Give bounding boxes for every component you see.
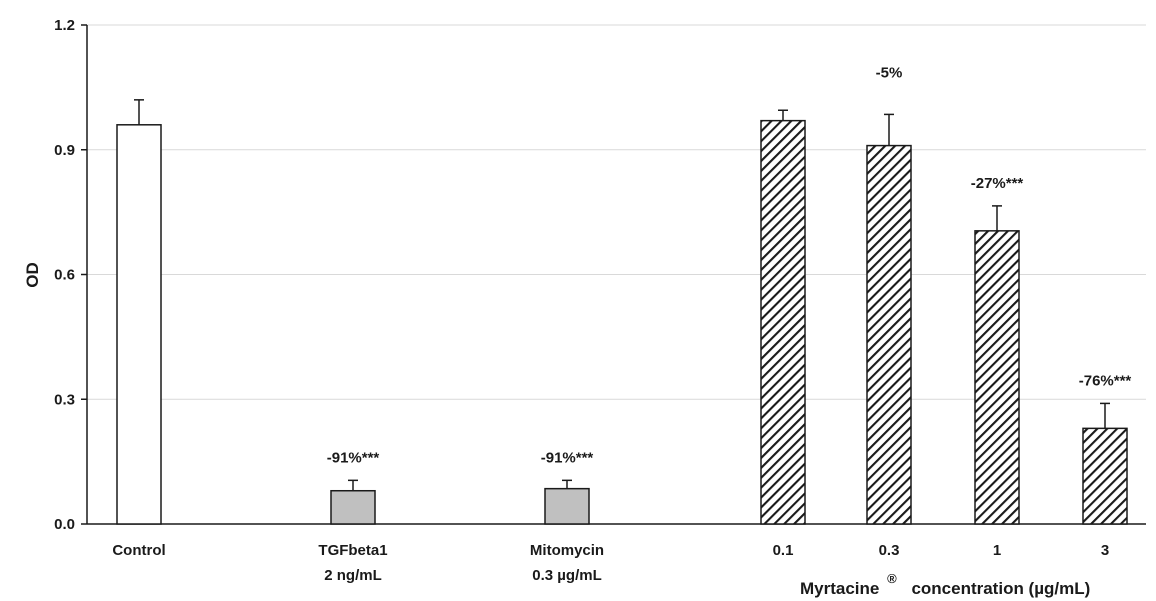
x-tick-label-line2: 0.3 µg/mL — [532, 567, 602, 584]
data-label: -91%*** — [327, 449, 380, 466]
group-axis-label: Myrtacine ® concentration (µg/mL) — [800, 568, 1090, 598]
bar — [974, 230, 1020, 525]
data-label: -5% — [876, 64, 903, 81]
y-tick-label: 0.9 — [54, 142, 75, 159]
bar — [760, 119, 806, 525]
x-tick-label: TGFbeta1 — [318, 542, 387, 559]
y-tick-label: 0.0 — [54, 516, 75, 533]
registered-mark: ® — [887, 571, 897, 586]
axes — [81, 24, 1146, 525]
data-label: -91%*** — [541, 449, 594, 466]
x-tick-label: Mitomycin — [530, 542, 604, 559]
group-label-prefix: Myrtacine — [800, 579, 879, 598]
y-tick-label: 1.2 — [54, 17, 75, 34]
x-tick-label: Control — [112, 542, 165, 559]
bar — [1082, 427, 1128, 525]
data-label: -27%*** — [971, 175, 1024, 192]
grid — [87, 24, 1146, 400]
bar — [116, 124, 162, 525]
bar — [544, 487, 590, 525]
bars — [116, 99, 1128, 525]
y-tick-label: 0.3 — [54, 391, 75, 408]
x-tick-label: 0.3 — [879, 542, 900, 559]
x-tick-label-line2: 2 ng/mL — [324, 567, 382, 584]
data-label: -76%*** — [1079, 372, 1132, 389]
x-tick-label: 0.1 — [773, 542, 794, 559]
y-tick-label: 0.6 — [54, 267, 75, 284]
y-axis-label: OD — [23, 262, 42, 288]
x-tick-label: 3 — [1101, 542, 1109, 559]
group-label-suffix: concentration (µg/mL) — [911, 579, 1090, 598]
x-tick-label: 1 — [993, 542, 1001, 559]
bar — [330, 489, 376, 525]
bar — [866, 144, 912, 525]
labels: 0.0 0.3 0.6 0.9 1.2 Control -91%*** TGFbeta1 2 n… — [54, 17, 1131, 584]
